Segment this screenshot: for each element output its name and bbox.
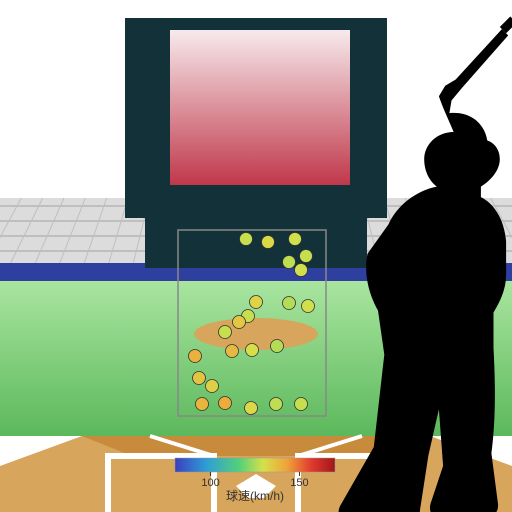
pitch-marker bbox=[302, 300, 315, 313]
pitch-marker bbox=[246, 344, 259, 357]
pitch-marker bbox=[219, 326, 232, 339]
pitch-marker bbox=[219, 397, 232, 410]
pitch-marker bbox=[245, 402, 258, 415]
legend-label: 球速(km/h) bbox=[226, 489, 284, 503]
legend-tick: 150 bbox=[290, 477, 308, 489]
chart-root: 100 150 球速(km/h) bbox=[0, 0, 512, 512]
pitch-marker bbox=[240, 233, 253, 246]
pitch-marker bbox=[295, 264, 308, 277]
pitch-marker bbox=[295, 398, 308, 411]
pitch-marker bbox=[283, 256, 296, 269]
pitch-marker bbox=[189, 350, 202, 363]
legend-tick: 100 bbox=[201, 477, 219, 489]
pitch-marker bbox=[270, 398, 283, 411]
pitch-marker bbox=[196, 398, 209, 411]
pitch-marker bbox=[289, 233, 302, 246]
pitch-marker bbox=[206, 380, 219, 393]
pitch-marker bbox=[233, 316, 246, 329]
legend-bar bbox=[175, 458, 335, 472]
pitch-marker bbox=[262, 236, 275, 249]
pitch-marker bbox=[226, 345, 239, 358]
pitch-marker bbox=[193, 372, 206, 385]
pitch-marker bbox=[250, 296, 263, 309]
pitch-marker bbox=[300, 250, 313, 263]
pitch-marker bbox=[283, 297, 296, 310]
scene-svg: 100 150 球速(km/h) bbox=[0, 0, 512, 512]
pitch-marker bbox=[271, 340, 284, 353]
